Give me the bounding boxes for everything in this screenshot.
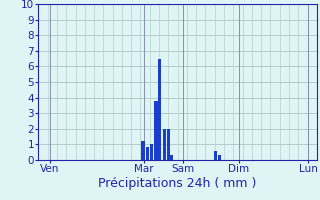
Bar <box>158 59 162 160</box>
Bar <box>214 151 217 160</box>
Bar <box>167 129 170 160</box>
Bar <box>154 101 157 160</box>
Bar <box>163 129 166 160</box>
Bar <box>141 141 145 160</box>
Bar <box>218 155 221 160</box>
Bar <box>146 147 149 160</box>
Bar <box>169 155 172 160</box>
Bar <box>150 144 153 160</box>
X-axis label: Précipitations 24h ( mm ): Précipitations 24h ( mm ) <box>99 177 257 190</box>
